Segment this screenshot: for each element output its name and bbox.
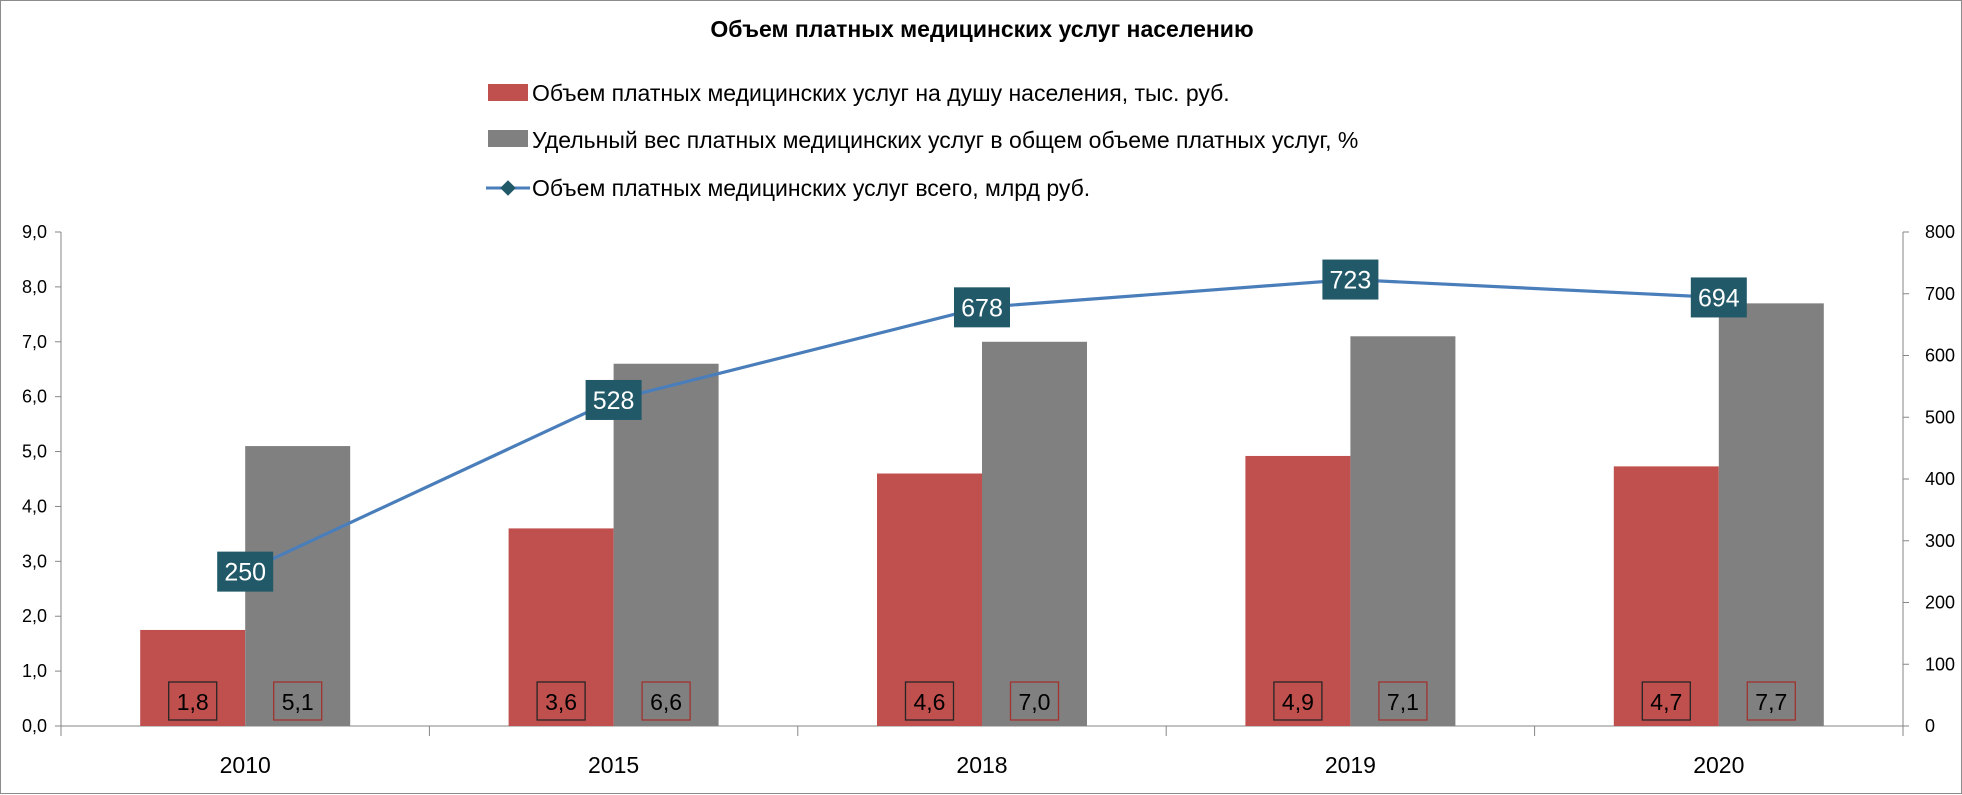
bar-per-capita-2015 bbox=[508, 528, 614, 726]
bar-per-capita-2010 bbox=[140, 629, 246, 726]
y-left-tick-label: 2,0 bbox=[22, 606, 47, 626]
line-data-label: 678 bbox=[961, 294, 1003, 322]
bar-data-label: 4,9 bbox=[1282, 689, 1314, 715]
legend-label-total: Объем платных медицинских услуг всего, м… bbox=[532, 175, 1090, 201]
y-right-tick-label: 500 bbox=[1925, 407, 1955, 427]
bar-data-label: 7,0 bbox=[1019, 689, 1051, 715]
line-data-label: 250 bbox=[224, 559, 266, 587]
y-left-tick-label: 6,0 bbox=[22, 387, 47, 407]
bar-data-label: 1,8 bbox=[177, 689, 209, 715]
y-left-tick-label: 4,0 bbox=[22, 496, 47, 516]
line-label-box bbox=[585, 379, 642, 420]
legend-item-per-capita: Объем платных медицинских услуг на душу … bbox=[488, 80, 1230, 106]
x-tick-label: 2020 bbox=[1693, 752, 1744, 778]
y-left-tick-label: 8,0 bbox=[22, 277, 47, 297]
legend-swatch-per-capita bbox=[488, 84, 528, 101]
line-series: 250 528 678 723 694 bbox=[217, 259, 1747, 592]
legend-marker-total bbox=[500, 180, 516, 196]
legend-label-per-capita: Объем платных медицинских услуг на душу … bbox=[532, 80, 1230, 106]
bar-share-2015 bbox=[613, 363, 719, 726]
chart-title: Объем платных медицинских услуг населени… bbox=[710, 16, 1253, 42]
y-right-tick-label: 200 bbox=[1925, 593, 1955, 613]
bar-label-box bbox=[904, 681, 955, 721]
bar-label-box bbox=[1273, 681, 1323, 721]
legend-item-share: Удельный вес платных медицинских услуг в… bbox=[488, 127, 1358, 153]
bar-data-label: 5,1 bbox=[282, 689, 314, 715]
bar-share-2020 bbox=[1718, 303, 1824, 726]
bar-data-label: 4,6 bbox=[914, 689, 946, 715]
y-right-tick-label: 100 bbox=[1925, 654, 1955, 674]
line-data-label: 528 bbox=[593, 387, 635, 415]
bar-data-label: 6,6 bbox=[650, 689, 682, 715]
y-right-tick-label: 300 bbox=[1925, 531, 1955, 551]
bar-share-2018 bbox=[982, 341, 1087, 726]
x-tick-label: 2010 bbox=[220, 752, 271, 778]
bar-label-box bbox=[1746, 681, 1796, 721]
y-left-tick-label: 0,0 bbox=[22, 716, 47, 736]
x-tick-label: 2015 bbox=[588, 752, 639, 778]
y-left-tick-label: 5,0 bbox=[22, 442, 47, 462]
y-right-tick-label: 0 bbox=[1925, 716, 1935, 736]
y-left-tick-label: 9,0 bbox=[22, 222, 47, 242]
bar-label-box bbox=[1641, 681, 1691, 721]
bar-label-box bbox=[1009, 681, 1060, 721]
bar-label-box bbox=[168, 681, 218, 721]
line-label-box bbox=[1690, 277, 1747, 318]
bar-data-label: 7,7 bbox=[1755, 689, 1787, 715]
y-right-tick-label: 600 bbox=[1925, 346, 1955, 366]
bar-data-labels: 1,8 3,6 4,6 4,9 4,7 5,1 6,6 7,0 7,1 7,7 bbox=[168, 681, 1796, 721]
y-left-tick-label: 1,0 bbox=[22, 661, 47, 681]
axes: 0,0 1,0 2,0 3,0 4,0 5,0 6,0 7,0 8,0 9,0 0 100 200 300… bbox=[22, 222, 1955, 778]
y-left-tick-label: 3,0 bbox=[22, 551, 47, 571]
y-right-tick-label: 700 bbox=[1925, 284, 1955, 304]
bar-per-capita-2020 bbox=[1613, 466, 1719, 726]
x-tick-label: 2018 bbox=[956, 752, 1007, 778]
bar-data-label: 4,7 bbox=[1650, 689, 1682, 715]
bar-label-box bbox=[1378, 681, 1428, 721]
line-data-label: 723 bbox=[1330, 267, 1372, 295]
bar-data-label: 7,1 bbox=[1387, 689, 1419, 715]
bar-per-capita-2018 bbox=[877, 473, 982, 726]
line-label-box bbox=[1322, 259, 1379, 300]
bar-label-box bbox=[273, 681, 323, 721]
bar-per-capita-2019 bbox=[1245, 455, 1351, 726]
bar-label-box bbox=[641, 681, 691, 721]
bar-data-label: 3,6 bbox=[545, 689, 577, 715]
x-tick-label: 2019 bbox=[1325, 752, 1376, 778]
y-right-tick-label: 800 bbox=[1925, 222, 1955, 242]
line-data-label: 694 bbox=[1698, 284, 1740, 312]
bars bbox=[140, 303, 1824, 726]
y-left-tick-label: 7,0 bbox=[22, 332, 47, 352]
bar-share-2019 bbox=[1350, 336, 1456, 726]
legend-swatch-share bbox=[488, 130, 528, 147]
bar-label-box bbox=[536, 681, 586, 721]
legend-item-total: Объем платных медицинских услуг всего, м… bbox=[486, 175, 1090, 201]
line-label-box bbox=[217, 551, 274, 592]
line-label-box bbox=[954, 287, 1010, 328]
legend-label-share: Удельный вес платных медицинских услуг в… bbox=[532, 127, 1358, 153]
legend: Объем платных медицинских услуг на душу … bbox=[486, 80, 1358, 201]
y-right-tick-label: 400 bbox=[1925, 469, 1955, 489]
